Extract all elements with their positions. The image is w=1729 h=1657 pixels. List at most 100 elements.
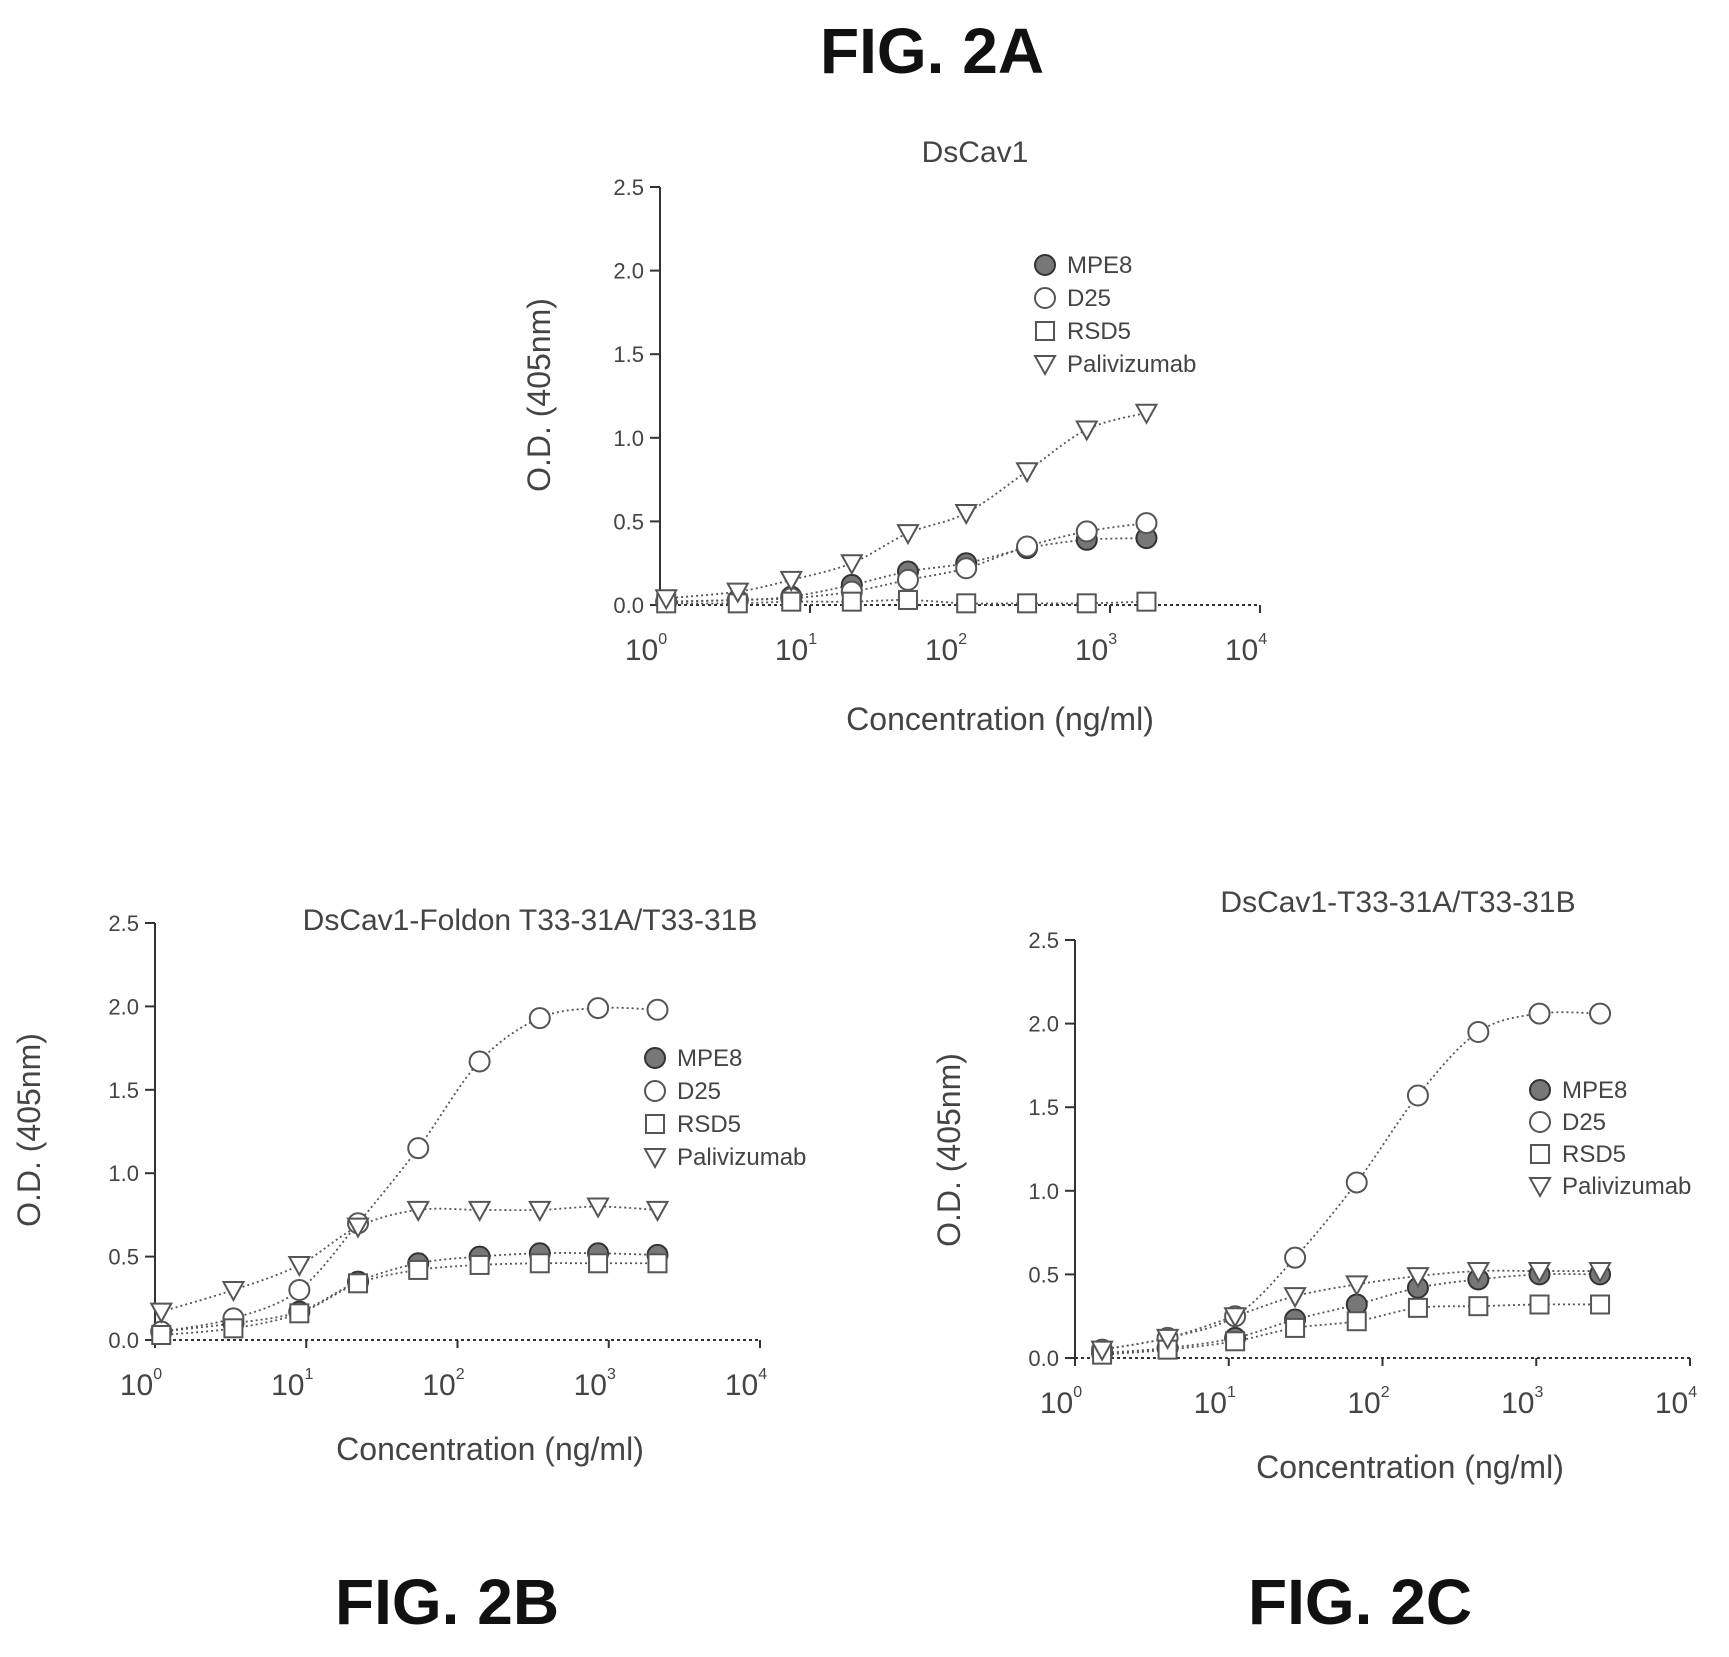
- chart-2a-point-rsd5: [1076, 593, 1097, 614]
- chart-2a-point-d25: [1075, 520, 1098, 543]
- chart-2a-xtick-label: 100: [625, 631, 667, 667]
- chart-2c-series-palivizumab-line: [1101, 1269, 1601, 1351]
- chart-2c-point-rsd5: [1346, 1311, 1367, 1332]
- chart-2a-xtick-label: 103: [1075, 631, 1117, 667]
- chart-2c-point-rsd5: [1529, 1294, 1550, 1315]
- chart-2c-point-palivizumab: [1090, 1340, 1114, 1362]
- chart-2b-point-rsd5: [151, 1324, 172, 1345]
- chart-2a-point-palivizumab: [954, 504, 978, 526]
- chart-2c-point-palivizumab: [1223, 1307, 1247, 1329]
- chart-2b-point-palivizumab: [467, 1200, 492, 1222]
- chart-2b-point-d25: [528, 1007, 551, 1030]
- chart-2b-point-rsd5: [223, 1318, 244, 1339]
- chart-2a-point-rsd5: [781, 591, 802, 612]
- chart-2a-point-palivizumab: [1134, 403, 1159, 425]
- chart-2b-point-palivizumab: [406, 1200, 430, 1222]
- chart-2b-point-palivizumab: [149, 1302, 173, 1324]
- chart-2b-title: DsCav1-Foldon T33-31A/T33-31B: [303, 904, 758, 937]
- chart-2b-point-d25: [407, 1137, 430, 1160]
- chart-2a-point-palivizumab: [896, 524, 920, 546]
- chart-2a-ytick-label: 2.0: [613, 259, 644, 284]
- chart-2a-point-d25: [896, 568, 919, 591]
- chart-2a-point-palivizumab: [1015, 462, 1039, 484]
- chart-2b-point-rsd5: [529, 1253, 550, 1274]
- chart-2b-point-palivizumab: [528, 1200, 552, 1222]
- chart-2a-legend-label-d25: D25: [1067, 285, 1111, 312]
- chart-2c-point-d25: [1406, 1084, 1429, 1107]
- chart-2a-xtick-label: 104: [1225, 631, 1267, 667]
- chart-2c-legend-label-palivizumab: Palivizumab: [1562, 1173, 1691, 1200]
- chart-2c-ytick-label: 2.5: [1028, 928, 1059, 953]
- chart-2b-point-rsd5: [348, 1273, 369, 1294]
- chart-2a-legend-marker-mpe8: [1034, 254, 1056, 276]
- chart-2b-y-label: O.D. (405nm): [11, 1033, 47, 1227]
- chart-2c-point-rsd5: [1285, 1317, 1306, 1338]
- chart-2a: DsCav1 0.0 0.5 1.0 1.5 2.0 2.5 O.D. (405nm) 100 1…: [521, 136, 1267, 737]
- chart-2a-legend-marker-rsd5: [1035, 321, 1055, 341]
- chart-2c-point-rsd5: [1225, 1331, 1246, 1352]
- chart-2c-legend-marker-mpe8: [1529, 1079, 1551, 1101]
- chart-2a-point-palivizumab: [1075, 420, 1099, 442]
- figure-label-2b: FIG. 2B: [335, 1566, 560, 1638]
- chart-2c-point-palivizumab: [1588, 1262, 1612, 1284]
- chart-2c-x-label: Concentration (ng/ml): [1256, 1449, 1564, 1485]
- chart-2b-point-palivizumab: [586, 1197, 610, 1219]
- chart-2b-point-d25: [468, 1050, 491, 1073]
- chart-2b-legend-marker-mpe8: [644, 1047, 666, 1069]
- chart-2a-legend-marker-d25: [1034, 287, 1056, 309]
- chart-2b-xtick-label: 104: [725, 1366, 767, 1402]
- chart-2b-point-palivizumab: [645, 1200, 670, 1222]
- chart-2c-xtick-label: 104: [1655, 1384, 1697, 1420]
- chart-2c-xtick-label: 101: [1194, 1384, 1236, 1420]
- chart-2c-ytick-label: 0.0: [1028, 1346, 1059, 1371]
- chart-2a-ytick-label: 1.0: [613, 426, 644, 451]
- chart-2c-legend-marker-palivizumab: [1528, 1177, 1552, 1199]
- chart-2b-xtick-label: 102: [422, 1366, 464, 1402]
- chart-2c-xtick-label: 100: [1040, 1384, 1082, 1420]
- chart-2b-x-label: Concentration (ng/ml): [336, 1431, 644, 1467]
- chart-2c-point-palivizumab: [1345, 1275, 1369, 1297]
- chart-2a-point-rsd5: [956, 593, 977, 614]
- chart-2c-title: DsCav1-T33-31A/T33-31B: [1220, 886, 1575, 919]
- figure-label-2c: FIG. 2C: [1248, 1566, 1473, 1638]
- chart-2a-x-label: Concentration (ng/ml): [846, 701, 1154, 737]
- chart-2c-series-rsd5-line: [1102, 1303, 1601, 1356]
- chart-2c-point-rsd5: [1468, 1296, 1489, 1317]
- chart-2b-ytick-label: 0.5: [108, 1245, 139, 1270]
- chart-2c-point-palivizumab: [1466, 1262, 1491, 1284]
- chart-2c-ytick-label: 1.5: [1028, 1095, 1059, 1120]
- chart-2c-ytick-label: 2.0: [1028, 1012, 1059, 1037]
- chart-2a-point-palivizumab: [779, 570, 803, 592]
- chart-2a-series-palivizumab-line: [666, 411, 1147, 600]
- chart-2c-legend-label-rsd5: RSD5: [1562, 1141, 1626, 1168]
- chart-2b-legend-label-mpe8: MPE8: [677, 1045, 742, 1072]
- chart-2b-series-mpe8-line: [161, 1252, 658, 1333]
- chart-2a-ytick-label: 0.5: [613, 509, 644, 534]
- chart-2a-xtick-label: 102: [925, 631, 967, 667]
- chart-2a-point-d25: [955, 557, 978, 580]
- chart-2b-legend-marker-rsd5: [645, 1114, 665, 1134]
- chart-2a-point-rsd5: [841, 591, 862, 612]
- chart-2a-point-rsd5: [897, 589, 918, 610]
- chart-2b-point-rsd5: [588, 1253, 609, 1274]
- chart-2b-point-rsd5: [647, 1253, 668, 1274]
- chart-2c-point-d25: [1467, 1020, 1490, 1043]
- chart-2a-point-rsd5: [1136, 591, 1157, 612]
- chart-2c-legend-label-mpe8: MPE8: [1562, 1077, 1627, 1104]
- chart-2b: DsCav1-Foldon T33-31A/T33-31B 0.0 0.5 1.0 1.…: [11, 904, 806, 1467]
- chart-2c-legend-label-d25: D25: [1562, 1109, 1606, 1136]
- chart-2b-legend-marker-d25: [644, 1080, 666, 1102]
- chart-2a-y-label: O.D. (405nm): [521, 298, 557, 492]
- chart-2c-legend-marker-d25: [1529, 1111, 1551, 1133]
- chart-2c-point-rsd5: [1590, 1294, 1611, 1315]
- chart-2b-point-d25: [587, 997, 610, 1020]
- chart-2c-legend-marker-rsd5: [1530, 1144, 1550, 1164]
- chart-2c-point-d25: [1284, 1246, 1307, 1269]
- chart-2a-point-rsd5: [1017, 593, 1038, 614]
- chart-2a-title: DsCav1: [922, 136, 1029, 169]
- chart-2c-point-d25: [1345, 1171, 1368, 1194]
- figure-label-2a: FIG. 2A: [820, 15, 1045, 87]
- chart-2b-xtick-label: 103: [574, 1366, 616, 1402]
- chart-2c-point-d25: [1589, 1002, 1612, 1025]
- chart-2a-legend-label-mpe8: MPE8: [1067, 252, 1132, 279]
